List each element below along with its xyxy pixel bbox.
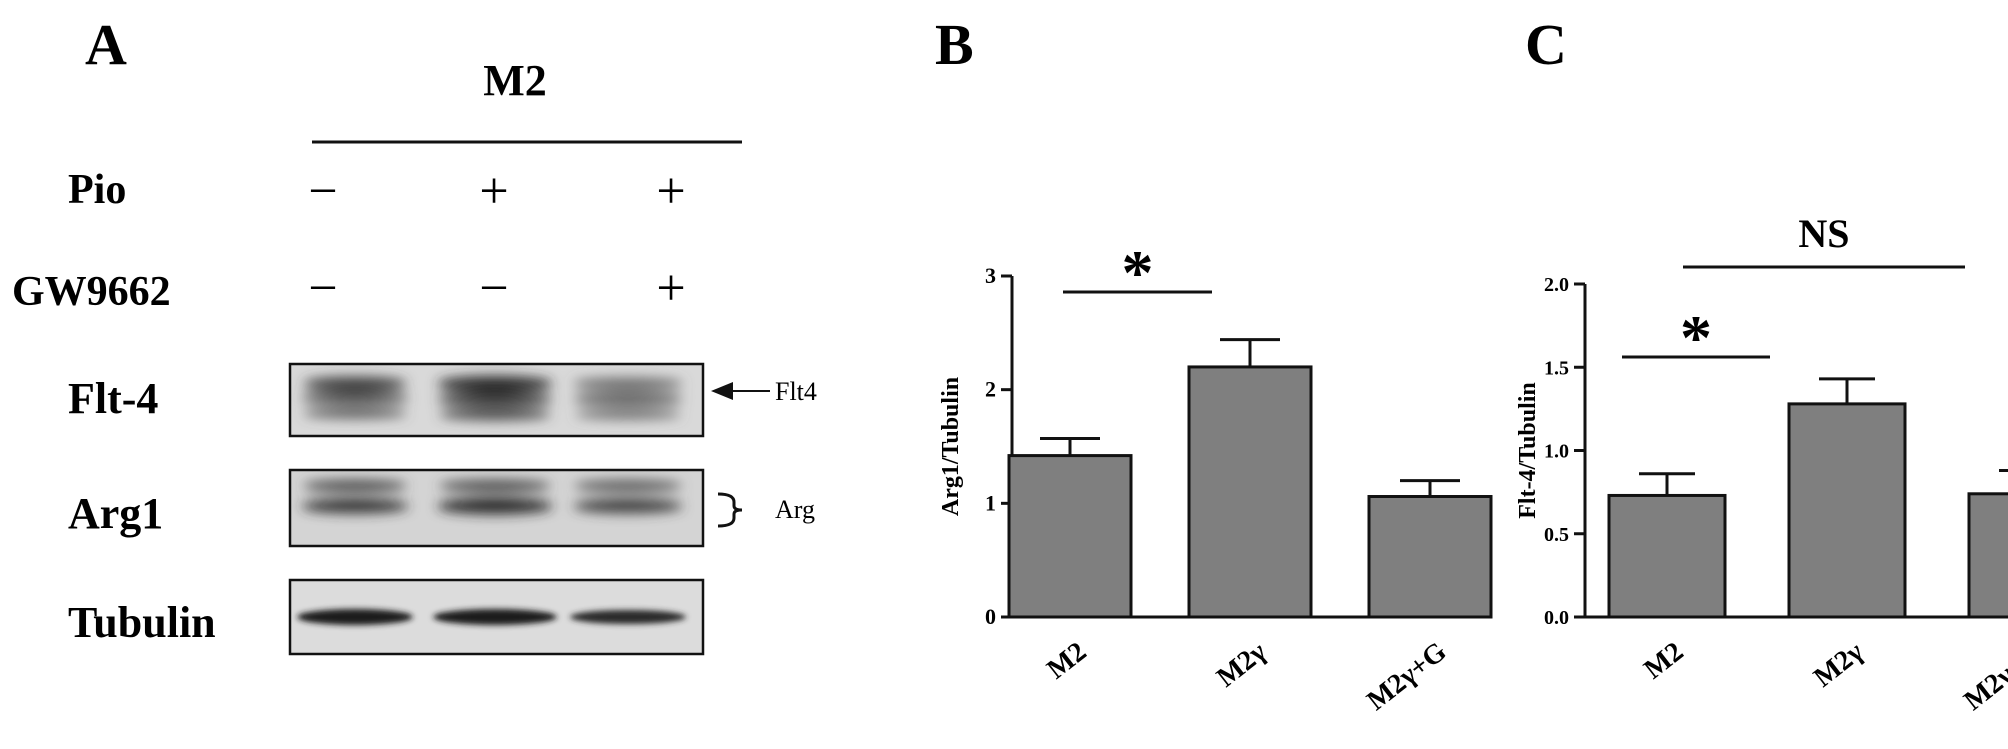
category-label: M2 <box>1638 636 1689 685</box>
bar <box>1787 402 1907 619</box>
blot-image-tubulin <box>288 578 705 656</box>
gw9662-sign-lane-3: + <box>656 260 685 317</box>
blot-label-tubulin: Tubulin <box>68 598 216 647</box>
y-tick-label: 1.0 <box>1544 441 1569 463</box>
brace-icon <box>717 492 743 528</box>
category-label: M2γ+G <box>1361 636 1452 717</box>
blot-image-arg1 <box>288 468 705 548</box>
blot-label-arg1: Arg1 <box>68 489 163 538</box>
blot-annotation-arg: Arg <box>775 495 815 524</box>
arrow-icon <box>711 382 770 400</box>
significance-label: * <box>1680 302 1712 373</box>
y-tick-label: 0 <box>985 604 996 629</box>
category-label: M2γ <box>1808 636 1869 693</box>
panel-a-letter: A <box>85 12 127 77</box>
bar <box>1607 493 1727 619</box>
y-tick-label: 0.0 <box>1544 607 1569 629</box>
chart-b: 0 1 2 3 Arg1/Tubulin M2 M2γ M2γ+G * <box>938 237 1493 717</box>
treatment-label-gw9662: GW9662 <box>12 269 171 315</box>
category-label: M2γ <box>1211 636 1272 693</box>
bar <box>1367 495 1493 619</box>
y-axis-label: Flt-4/Tubulin <box>1515 382 1541 519</box>
category-label: M2γ+G <box>1958 636 2008 717</box>
bar <box>1187 365 1313 619</box>
blot-annotation-flt4: Flt4 <box>775 377 817 406</box>
blot-image-flt4 <box>288 362 705 438</box>
y-tick-label: 2.0 <box>1544 274 1569 296</box>
panel-a: A M2 Pio GW9662 − + + − − + Flt-4 Arg1 T… <box>12 12 817 656</box>
panel-c-letter: C <box>1525 12 1567 77</box>
bar <box>1007 454 1133 619</box>
significance-label: * <box>1122 237 1154 308</box>
y-tick-label: 0.5 <box>1544 524 1569 546</box>
gw9662-sign-lane-1: − <box>308 260 337 317</box>
group-label: M2 <box>483 56 547 105</box>
pio-sign-lane-3: + <box>656 163 685 220</box>
panel-b-letter: B <box>935 12 974 77</box>
pio-sign-lane-2: + <box>479 163 508 220</box>
category-label: M2 <box>1041 636 1092 685</box>
blot-label-flt4: Flt-4 <box>68 374 158 423</box>
y-tick-label: 1 <box>985 490 996 515</box>
significance-label: NS <box>1798 211 1849 256</box>
gw9662-sign-lane-2: − <box>479 260 508 317</box>
y-tick-label: 2 <box>985 377 996 402</box>
y-tick-label: 3 <box>985 263 996 288</box>
chart-c: 0.0 0.5 1.0 1.5 2.0 Flt-4/Tubulin M2 M2γ M2γ+G * N… <box>1515 211 2008 717</box>
y-tick-label: 1.5 <box>1544 357 1569 379</box>
pio-sign-lane-1: − <box>308 163 337 220</box>
y-axis-label: Arg1/Tubulin <box>938 377 964 516</box>
bar <box>1967 492 2008 619</box>
treatment-label-pio: Pio <box>68 167 126 213</box>
